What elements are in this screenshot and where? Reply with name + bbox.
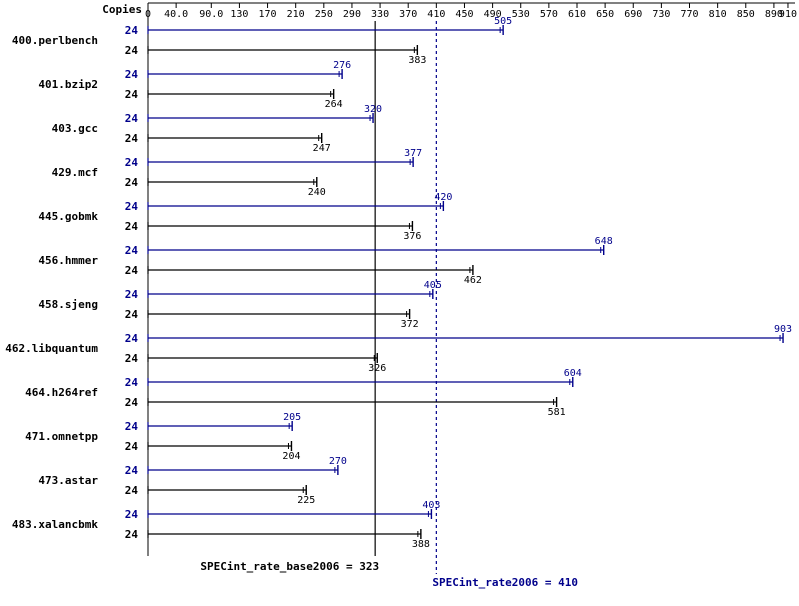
benchmark-name: 445.gobmk <box>38 210 98 223</box>
peak-value: 420 <box>434 192 452 203</box>
tick-label: 730 <box>652 9 670 20</box>
benchmark-name: 456.hmmer <box>38 254 98 267</box>
copies-peak: 24 <box>125 332 139 345</box>
base-value: 225 <box>297 495 315 506</box>
copies-peak: 24 <box>125 68 139 81</box>
copies-base: 24 <box>125 484 139 497</box>
base-value: 462 <box>464 275 482 286</box>
tick-label: 910 <box>779 9 797 20</box>
benchmark-name: 400.perlbench <box>12 34 98 47</box>
base-value: 376 <box>403 231 421 242</box>
tick-label: 210 <box>287 9 305 20</box>
copies-peak: 24 <box>125 200 139 213</box>
copies-peak: 24 <box>125 156 139 169</box>
tick-label: 610 <box>568 9 586 20</box>
copies-peak: 24 <box>125 508 139 521</box>
copies-base: 24 <box>125 352 139 365</box>
copies-peak: 24 <box>125 24 139 37</box>
tick-label: 650 <box>596 9 614 20</box>
copies-base: 24 <box>125 220 139 233</box>
copies-base: 24 <box>125 308 139 321</box>
copies-base: 24 <box>125 264 139 277</box>
benchmark-name: 464.h264ref <box>25 386 98 399</box>
ref-label-peak: SPECint_rate2006 = 410 <box>432 576 578 589</box>
peak-value: 270 <box>329 456 347 467</box>
copies-base: 24 <box>125 44 139 57</box>
benchmark-name: 458.sjeng <box>38 298 98 311</box>
copies-base: 24 <box>125 528 139 541</box>
base-value: 383 <box>408 55 426 66</box>
tick-label: 570 <box>540 9 558 20</box>
tick-label: 810 <box>709 9 727 20</box>
ref-label-base: SPECint_rate_base2006 = 323 <box>200 560 379 573</box>
benchmark-name: 483.xalancbmk <box>12 518 98 531</box>
tick-label: 770 <box>680 9 698 20</box>
benchmark-name: 471.omnetpp <box>25 430 98 443</box>
copies-base: 24 <box>125 132 139 145</box>
tick-label: 250 <box>315 9 333 20</box>
tick-label: 370 <box>399 9 417 20</box>
copies-peak: 24 <box>125 244 139 257</box>
copies-base: 24 <box>125 176 139 189</box>
peak-value: 648 <box>595 236 613 247</box>
benchmark-name: 462.libquantum <box>5 342 98 355</box>
tick-label: 450 <box>455 9 473 20</box>
peak-value: 405 <box>424 280 442 291</box>
copies-peak: 24 <box>125 376 139 389</box>
base-value: 388 <box>412 539 430 550</box>
benchmark-name: 429.mcf <box>52 166 98 179</box>
copies-peak: 24 <box>125 288 139 301</box>
copies-peak: 24 <box>125 420 139 433</box>
peak-value: 320 <box>364 104 382 115</box>
peak-value: 403 <box>422 500 440 511</box>
copies-base: 24 <box>125 88 139 101</box>
benchmark-name: 473.astar <box>38 474 98 487</box>
peak-value: 276 <box>333 60 351 71</box>
tick-label: 170 <box>259 9 277 20</box>
peak-value: 377 <box>404 148 422 159</box>
copies-peak: 24 <box>125 112 139 125</box>
copies-base: 24 <box>125 440 139 453</box>
tick-label: 40.0 <box>164 9 188 20</box>
copies-base: 24 <box>125 396 139 409</box>
peak-value: 505 <box>494 16 512 27</box>
base-value: 372 <box>401 319 419 330</box>
base-value: 240 <box>308 187 326 198</box>
tick-label: 690 <box>624 9 642 20</box>
base-value: 581 <box>548 407 566 418</box>
copies-peak: 24 <box>125 464 139 477</box>
benchmark-name: 403.gcc <box>52 122 98 135</box>
benchmark-name: 401.bzip2 <box>38 78 98 91</box>
copies-header: Copies <box>102 3 142 16</box>
tick-label: 290 <box>343 9 361 20</box>
peak-value: 604 <box>564 368 582 379</box>
base-value: 204 <box>282 451 300 462</box>
tick-label: 530 <box>512 9 530 20</box>
base-value: 264 <box>325 99 343 110</box>
base-value: 247 <box>313 143 331 154</box>
tick-label: 410 <box>427 9 445 20</box>
tick-label: 850 <box>737 9 755 20</box>
tick-label: 90.0 <box>199 9 223 20</box>
tick-label: 130 <box>230 9 248 20</box>
tick-label: 330 <box>371 9 389 20</box>
benchmark-chart: 040.090.01301702102502903303704104504905… <box>0 0 799 606</box>
peak-value: 205 <box>283 412 301 423</box>
base-value: 326 <box>368 363 386 374</box>
peak-value: 903 <box>774 324 792 335</box>
